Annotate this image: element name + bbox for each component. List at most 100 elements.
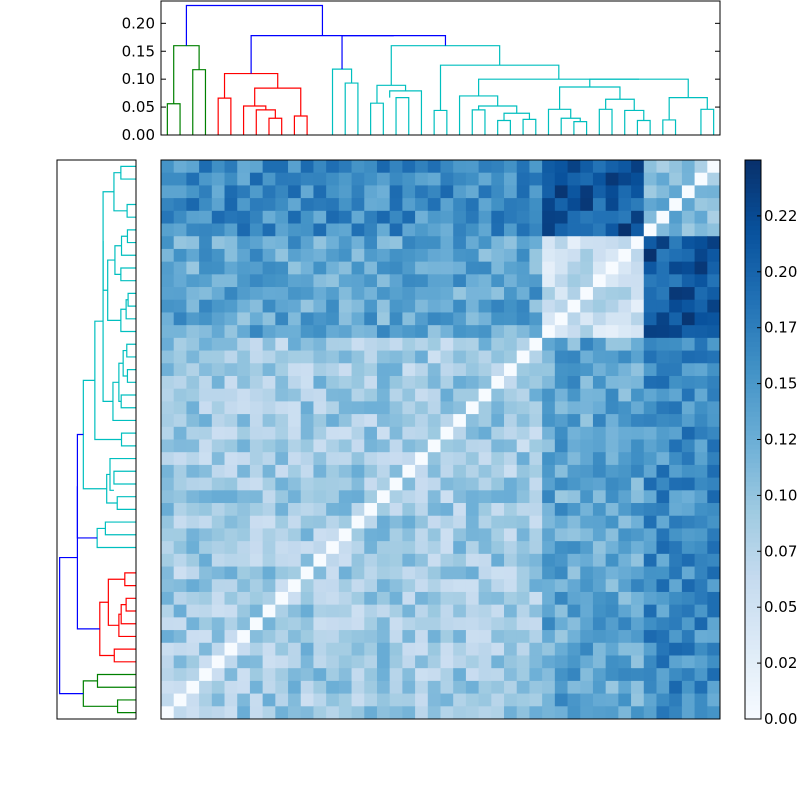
- heatmap-cell: [300, 528, 314, 542]
- top-dendrogram-ytick-label: 0.10: [122, 70, 155, 88]
- heatmap-cell: [186, 452, 200, 466]
- heatmap-cell: [707, 350, 721, 364]
- heatmap-cell: [313, 325, 327, 339]
- heatmap-cell: [440, 261, 454, 275]
- heatmap-cell: [300, 617, 314, 631]
- heatmap-cell: [516, 172, 530, 186]
- heatmap-cell: [656, 464, 670, 479]
- heatmap-cell: [504, 274, 518, 288]
- heatmap-cell: [478, 464, 492, 479]
- heatmap-cell: [389, 287, 403, 301]
- colorbar-swatch: [745, 462, 761, 468]
- heatmap-cell: [580, 477, 594, 491]
- heatmap-cell: [288, 630, 302, 644]
- heatmap-cell: [478, 299, 492, 313]
- heatmap-cell: [415, 439, 429, 453]
- colorbar-tick-label: 0.22: [764, 207, 797, 225]
- heatmap-cell: [491, 299, 505, 313]
- top-dendrogram-link-35: [478, 78, 640, 96]
- heatmap-cell: [669, 287, 683, 301]
- heatmap-cell: [186, 388, 200, 402]
- heatmap-cell: [605, 299, 619, 313]
- heatmap-cell: [643, 414, 657, 428]
- colorbar-swatch: [745, 653, 761, 659]
- colorbar-swatch: [745, 295, 761, 301]
- heatmap-cell: [338, 388, 352, 402]
- left-dendrogram-link-8: [107, 578, 125, 626]
- heatmap-cell: [275, 693, 289, 707]
- heatmap-cell: [249, 185, 264, 199]
- heatmap-cell: [643, 223, 657, 237]
- heatmap-cell: [567, 591, 581, 606]
- heatmap-cell: [389, 426, 403, 440]
- heatmap-cell: [656, 515, 670, 529]
- heatmap-cell: [618, 337, 632, 351]
- heatmap-cell: [376, 452, 391, 466]
- heatmap-cell: [694, 515, 708, 529]
- heatmap-cell: [669, 528, 683, 542]
- heatmap-cell: [275, 388, 289, 402]
- top-dendrogram-link-4: [268, 117, 283, 135]
- heatmap-cell: [326, 490, 340, 504]
- heatmap-cell: [402, 287, 416, 301]
- heatmap-cell: [364, 337, 378, 351]
- heatmap-cell: [605, 541, 619, 555]
- heatmap-cell: [542, 706, 556, 720]
- heatmap-cell: [465, 490, 480, 504]
- heatmap-cell: [326, 274, 340, 288]
- heatmap-cell: [491, 528, 505, 542]
- heatmap-cell: [224, 464, 238, 479]
- heatmap-cell: [694, 680, 708, 694]
- heatmap-cell: [592, 477, 607, 491]
- heatmap-cell: [427, 274, 441, 288]
- heatmap-cell: [199, 312, 213, 326]
- heatmap-cell: [491, 350, 505, 364]
- heatmap-cell: [440, 198, 454, 212]
- heatmap-cell: [173, 210, 187, 224]
- heatmap-cell: [605, 261, 619, 275]
- heatmap-cell: [275, 515, 289, 529]
- heatmap-cell: [478, 337, 492, 351]
- heatmap-cell: [542, 503, 556, 517]
- heatmap-cell: [631, 160, 645, 174]
- heatmap-cell: [376, 350, 391, 364]
- heatmap-cell: [656, 198, 670, 212]
- heatmap-cell: [173, 579, 187, 593]
- heatmap-cell: [529, 680, 543, 694]
- heatmap-cell: [338, 566, 352, 580]
- heatmap-cell: [288, 375, 302, 390]
- heatmap-cell: [186, 414, 200, 428]
- heatmap-cell: [567, 363, 581, 377]
- heatmap-cell: [326, 337, 340, 351]
- heatmap-cell: [618, 668, 632, 682]
- heatmap-cell: [440, 325, 454, 339]
- heatmap-cell: [415, 617, 429, 631]
- heatmap-cell: [288, 248, 302, 263]
- heatmap-cell: [249, 668, 264, 682]
- heatmap-cell: [580, 668, 594, 682]
- heatmap-cell: [389, 464, 403, 479]
- heatmap-cell: [427, 350, 441, 364]
- heatmap-cell: [402, 503, 416, 517]
- heatmap-cell: [161, 541, 175, 555]
- heatmap-cell: [364, 312, 378, 326]
- heatmap-cell: [681, 363, 695, 377]
- heatmap-cell: [186, 160, 200, 174]
- heatmap-cell: [326, 198, 340, 212]
- heatmap-cell: [211, 579, 225, 593]
- heatmap-cell: [580, 401, 594, 415]
- colorbar-swatch: [745, 388, 761, 394]
- heatmap-cell: [605, 350, 619, 364]
- heatmap-cell: [516, 503, 530, 517]
- top-dendrogram-ytick-label: 0.15: [122, 42, 155, 60]
- heatmap-cell: [529, 325, 543, 339]
- heatmap-cell: [631, 172, 645, 186]
- heatmap-cell: [211, 477, 225, 491]
- heatmap-cell: [707, 464, 721, 479]
- heatmap-cell: [186, 375, 200, 390]
- heatmap-cell: [567, 312, 581, 326]
- heatmap-cell: [656, 566, 670, 580]
- heatmap-cell: [694, 617, 708, 631]
- heatmap-cell: [453, 490, 467, 504]
- heatmap-cell: [313, 617, 327, 631]
